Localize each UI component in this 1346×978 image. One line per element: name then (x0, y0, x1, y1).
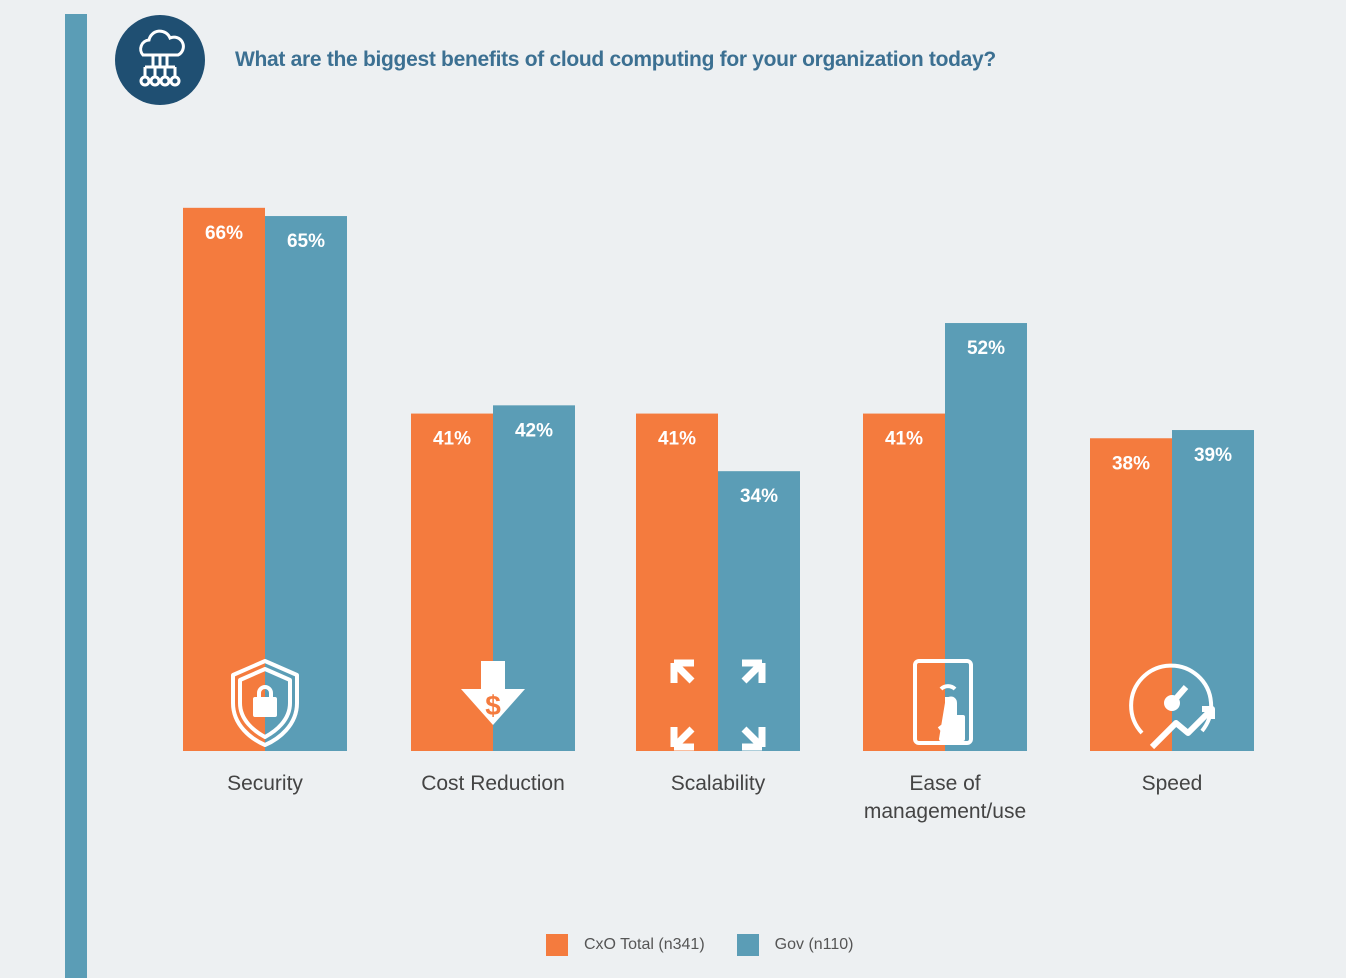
bar-cxo (636, 413, 718, 751)
legend-label-gov: Gov (n110) (774, 936, 854, 953)
bar-group-cost-reduction: 41% 42% $ Cost Reduction (411, 405, 575, 795)
legend-item-gov: Gov (n110) (736, 934, 854, 956)
data-label: 42% (515, 420, 553, 441)
side-accent-bar (65, 14, 87, 978)
data-label: 66% (205, 223, 243, 244)
category-label: Security (227, 772, 303, 795)
svg-text:$: $ (485, 690, 501, 721)
legend-swatch-cxo (546, 934, 568, 956)
data-label: 38% (1112, 453, 1150, 474)
data-label: 52% (967, 338, 1005, 359)
data-label: 39% (1194, 445, 1232, 466)
category-label: Cost Reduction (421, 772, 565, 795)
bar-group-security: 66% 65% Security (183, 207, 347, 795)
bar-group-ease-of-management-use: 41% 52% Ease of management/use (863, 323, 1027, 823)
bar-gov (718, 471, 800, 751)
dollar-down-arrow-icon: $ (461, 661, 525, 725)
bar-gov (265, 216, 347, 752)
legend-label-cxo: CxO Total (n341) (584, 936, 705, 953)
bar-cxo (863, 413, 945, 751)
data-label: 41% (433, 429, 471, 450)
bar-gov (945, 323, 1027, 751)
category-label: management/use (864, 800, 1026, 823)
category-label: Ease of (909, 772, 980, 795)
chart-title: What are the biggest benefits of cloud c… (235, 48, 996, 71)
tablet-touch-icon (913, 659, 973, 745)
legend: CxO Total (n341) Gov (n110) (546, 934, 886, 956)
bar-gov (1172, 430, 1254, 751)
expand-arrows-icon (670, 659, 766, 751)
shield-lock-icon (231, 659, 299, 747)
data-label: 65% (287, 231, 325, 252)
bar-group-speed: 38% 39% Speed (1090, 430, 1254, 795)
category-label: Scalability (671, 772, 766, 795)
data-label: 34% (740, 486, 778, 507)
cloud-network-icon (115, 15, 205, 105)
category-label: Speed (1142, 772, 1203, 795)
data-label: 41% (658, 429, 696, 450)
bar-cxo (183, 207, 265, 751)
speedometer-icon (1129, 663, 1215, 750)
data-label: 41% (885, 429, 923, 450)
legend-item-cxo: CxO Total (n341) (546, 934, 705, 956)
legend-swatch-gov (736, 934, 759, 956)
bar-group-scalability: 41% 34% Scalability (636, 413, 800, 795)
